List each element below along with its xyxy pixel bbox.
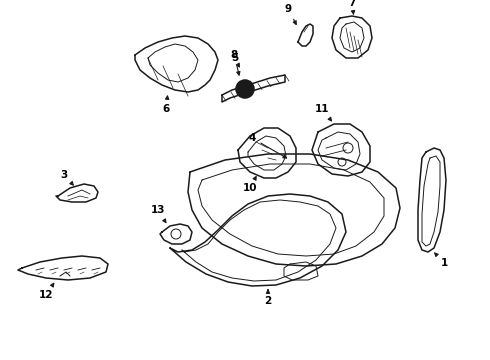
Text: 6: 6 [162,96,170,114]
Text: 10: 10 [243,176,257,193]
Text: 11: 11 [315,104,332,121]
Text: 3: 3 [60,170,74,185]
Circle shape [236,80,254,98]
Text: 13: 13 [151,205,166,222]
Text: 12: 12 [39,283,54,300]
Text: 1: 1 [435,253,448,268]
Text: 2: 2 [265,290,271,306]
Text: 7: 7 [348,0,356,14]
Text: 5: 5 [231,53,240,67]
Text: 9: 9 [285,4,296,24]
Text: 4: 4 [248,133,287,158]
Text: 8: 8 [231,50,240,75]
